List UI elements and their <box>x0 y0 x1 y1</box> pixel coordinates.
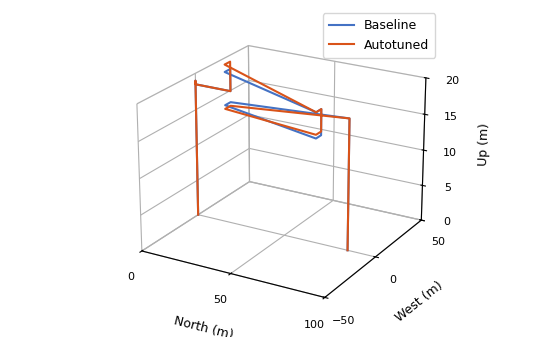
X-axis label: North (m): North (m) <box>173 315 235 337</box>
Y-axis label: West (m): West (m) <box>394 279 446 325</box>
Legend: Baseline, Autotuned: Baseline, Autotuned <box>323 13 435 58</box>
